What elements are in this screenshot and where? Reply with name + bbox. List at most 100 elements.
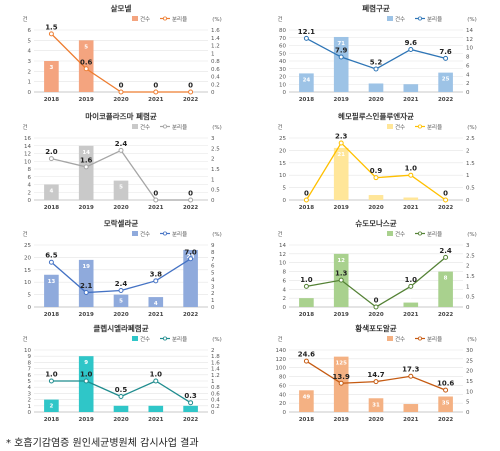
line-value-label: 1.6 — [80, 156, 93, 164]
right-tick-label: 0.2 — [211, 404, 220, 410]
right-axis-unit: (%) — [467, 125, 477, 131]
x-tick-label: 2021 — [403, 97, 418, 103]
line-point — [118, 287, 124, 293]
bar-value-label: 18 — [407, 399, 414, 405]
right-tick-label: 0.6 — [211, 67, 220, 73]
bar — [148, 297, 164, 307]
right-tick-label: 1 — [211, 51, 215, 57]
x-tick-label: 2021 — [148, 417, 163, 423]
line-value-label: 1.5 — [45, 23, 58, 31]
legend-label-line: 분리율 — [172, 123, 187, 131]
right-tick-label: 6 — [211, 264, 215, 270]
line-value-label: 2.4 — [115, 140, 128, 148]
bar — [78, 40, 94, 92]
x-tick-label: 2021 — [148, 97, 163, 103]
right-tick-label: 0 — [211, 198, 215, 204]
left-axis-unit: 건 — [22, 231, 27, 238]
left-tick-label: 6 — [28, 373, 32, 379]
left-tick-label: 60 — [279, 44, 286, 50]
bar-value-label: 8 — [444, 276, 448, 282]
legend-label-line: 분리율 — [427, 335, 442, 343]
line-point — [443, 387, 449, 393]
legend: 건수 분리율 — [132, 230, 187, 238]
left-tick-label: 6 — [283, 278, 287, 284]
line-point — [48, 378, 54, 384]
legend: 건수 분리율 — [387, 335, 442, 343]
line-point — [373, 379, 379, 385]
legend-label-bar: 건수 — [395, 336, 405, 343]
left-tick-label: 80 — [279, 375, 286, 381]
x-tick-label: 2020 — [368, 205, 383, 211]
legend-label-bar: 건수 — [395, 16, 405, 23]
line-point — [303, 358, 309, 364]
bar — [44, 274, 59, 307]
left-tick-label: 8 — [28, 167, 32, 173]
right-tick-label: 0.5 — [466, 186, 475, 192]
left-tick-label: 15 — [279, 161, 286, 167]
line-value-label: 3.8 — [150, 270, 163, 278]
left-tick-label: 20 — [24, 255, 31, 261]
x-tick-label: 2022 — [183, 417, 198, 423]
chart-title: 마이코플라즈마 폐렴균 — [85, 111, 157, 121]
legend-swatch-bar — [387, 336, 393, 341]
right-tick-label: 0 — [466, 305, 470, 311]
right-tick-label: 1 — [466, 173, 470, 179]
bar — [78, 356, 94, 412]
x-tick-label: 2020 — [368, 417, 383, 423]
right-tick-label: 1.2 — [211, 373, 220, 379]
right-tick-label: 0 — [466, 410, 470, 416]
x-tick-label: 2021 — [403, 417, 418, 423]
bar — [113, 180, 129, 200]
left-tick-label: 10 — [24, 159, 31, 165]
x-tick-label: 2021 — [403, 312, 418, 318]
right-tick-label: 0.8 — [211, 385, 220, 391]
x-tick-label: 2022 — [438, 312, 453, 318]
left-axis-unit: 건 — [277, 124, 282, 131]
legend: 건수 분리율 — [387, 230, 442, 238]
bar-value-label: 9 — [84, 360, 88, 366]
left-tick-label: 5 — [283, 186, 287, 192]
line-value-label: 0 — [153, 190, 158, 198]
legend: 건수 분리율 — [387, 123, 442, 131]
bar — [44, 399, 59, 412]
x-tick-label: 2020 — [368, 97, 383, 103]
line-point — [303, 197, 309, 203]
x-tick-label: 2019 — [334, 205, 349, 211]
line-value-label: 7.6 — [439, 48, 452, 56]
left-tick-label: 70 — [279, 36, 286, 42]
bar-value-label: 5 — [84, 44, 88, 50]
left-tick-label: 40 — [279, 59, 286, 65]
left-tick-label: 2 — [283, 296, 287, 302]
right-tick-label: 0.8 — [211, 59, 220, 65]
bar-value-label: 14 — [82, 150, 90, 156]
right-tick-label: 20 — [466, 369, 473, 375]
legend-marker-line — [417, 16, 422, 21]
bar — [368, 398, 384, 412]
chart-title: 모락셀라균 — [104, 218, 139, 228]
chart-title: 폐렴구균 — [362, 3, 390, 13]
left-tick-label: 8 — [28, 360, 32, 366]
bar — [44, 184, 59, 200]
legend-swatch-bar — [132, 336, 138, 341]
bar-value-label: 4 — [49, 189, 53, 195]
left-tick-label: 40 — [279, 392, 286, 398]
line-value-label: 9.6 — [405, 39, 418, 47]
bar — [403, 302, 419, 307]
line-value-label: 0.9 — [370, 167, 383, 175]
right-tick-label: 0 — [211, 305, 215, 311]
right-tick-label: 2 — [466, 148, 470, 154]
chart-title: 살모넬 — [111, 3, 132, 13]
left-tick-label: 0 — [28, 410, 32, 416]
line-value-label: 5.2 — [370, 58, 383, 66]
right-tick-label: 14 — [466, 28, 473, 34]
right-tick-label: 4 — [211, 277, 215, 283]
bar — [183, 405, 198, 412]
x-tick-label: 2019 — [334, 97, 349, 103]
right-tick-label: 1 — [211, 379, 215, 385]
left-tick-label: 25 — [279, 136, 286, 142]
legend-swatch-bar — [132, 124, 138, 129]
left-tick-label: 0 — [28, 90, 32, 96]
